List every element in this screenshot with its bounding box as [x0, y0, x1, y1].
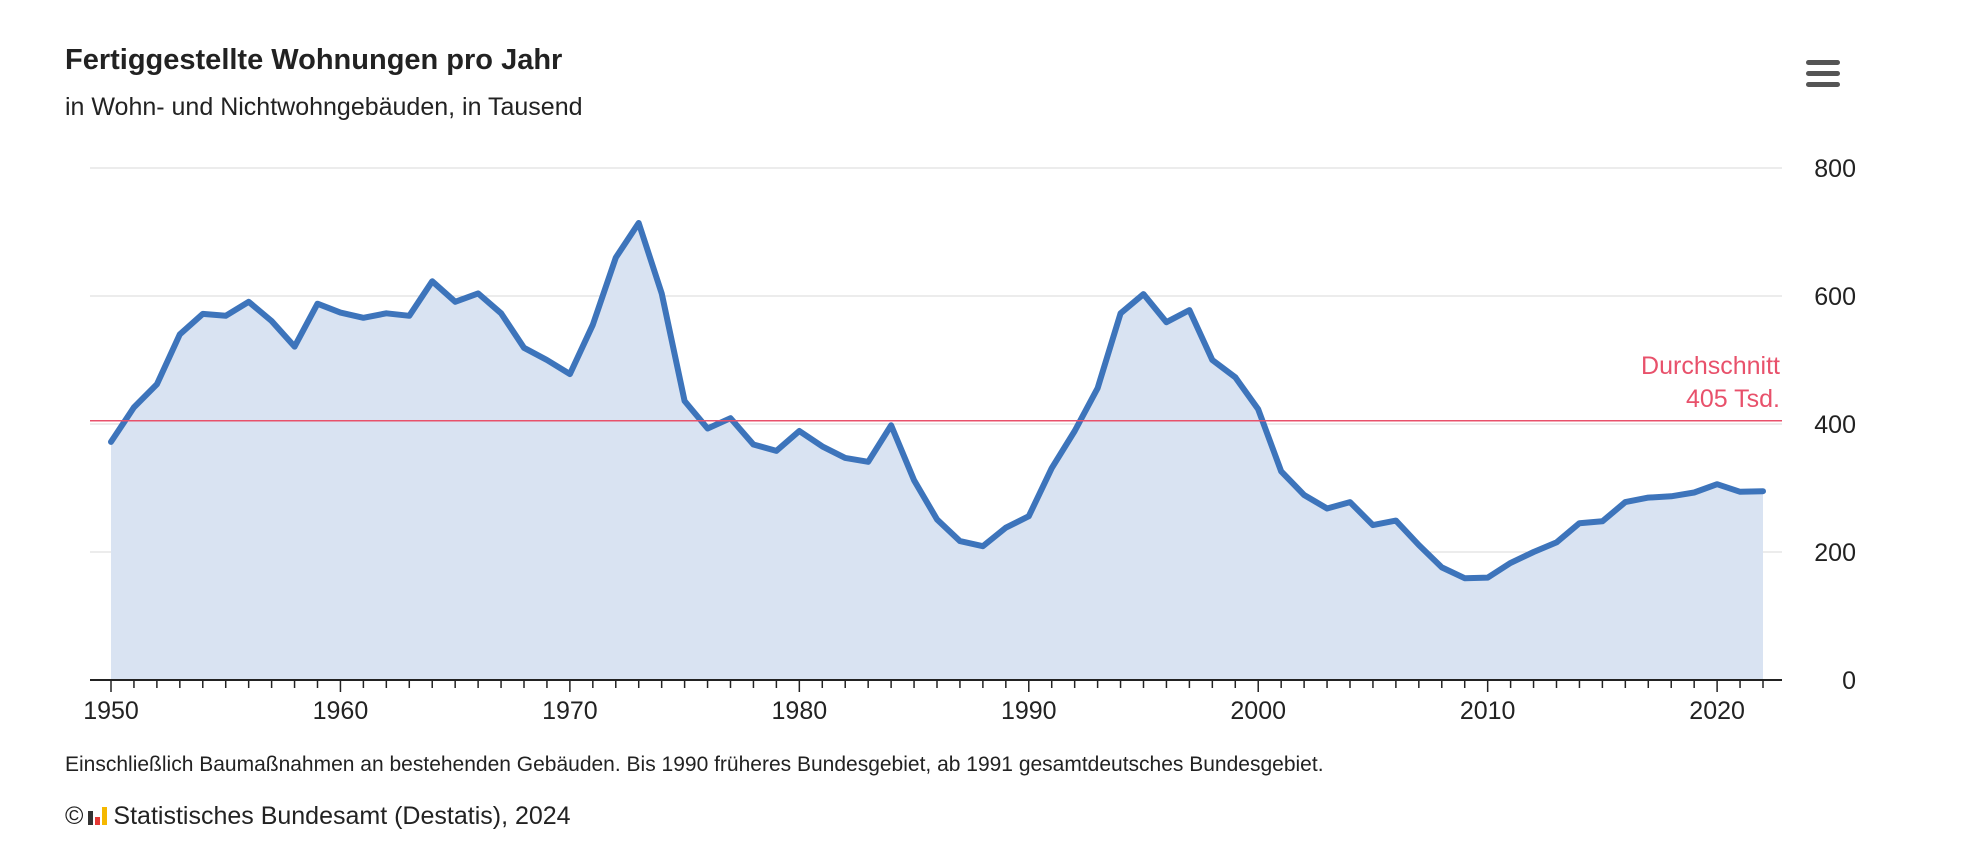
credit-text[interactable]: Statistisches Bundesamt (Destatis), 2024 [113, 802, 570, 831]
y-tick-label-400: 400 [1814, 411, 1856, 439]
x-tick-label-1980: 1980 [772, 697, 828, 725]
x-tick-label-2020: 2020 [1689, 697, 1745, 725]
x-tick-label-1970: 1970 [542, 697, 598, 725]
y-tick-label-200: 200 [1814, 539, 1856, 567]
average-label-line2: 405 Tsd. [1686, 385, 1780, 413]
x-tick-label-2000: 2000 [1230, 697, 1286, 725]
chart-footnote: Einschließlich Baumaßnahmen an bestehend… [65, 753, 1324, 777]
x-tick-label-2010: 2010 [1460, 697, 1516, 725]
y-tick-label-600: 600 [1814, 283, 1856, 311]
average-label-line1: Durchschnitt [1641, 352, 1780, 380]
chart-area: Durchschnitt 405 Tsd. 1950 1960 1970 1980 1990… [0, 0, 1980, 740]
x-tick-label-1990: 1990 [1001, 697, 1057, 725]
series-area [111, 223, 1763, 680]
copyright-symbol: © [65, 802, 83, 831]
y-tick-label-800: 800 [1814, 155, 1856, 183]
y-tick-label-0: 0 [1842, 667, 1856, 695]
x-tick-label-1960: 1960 [313, 697, 369, 725]
destatis-logo-icon [87, 807, 107, 827]
chart-credit[interactable]: © Statistisches Bundesamt (Destatis), 20… [65, 802, 571, 831]
x-tick-label-1950: 1950 [83, 697, 139, 725]
